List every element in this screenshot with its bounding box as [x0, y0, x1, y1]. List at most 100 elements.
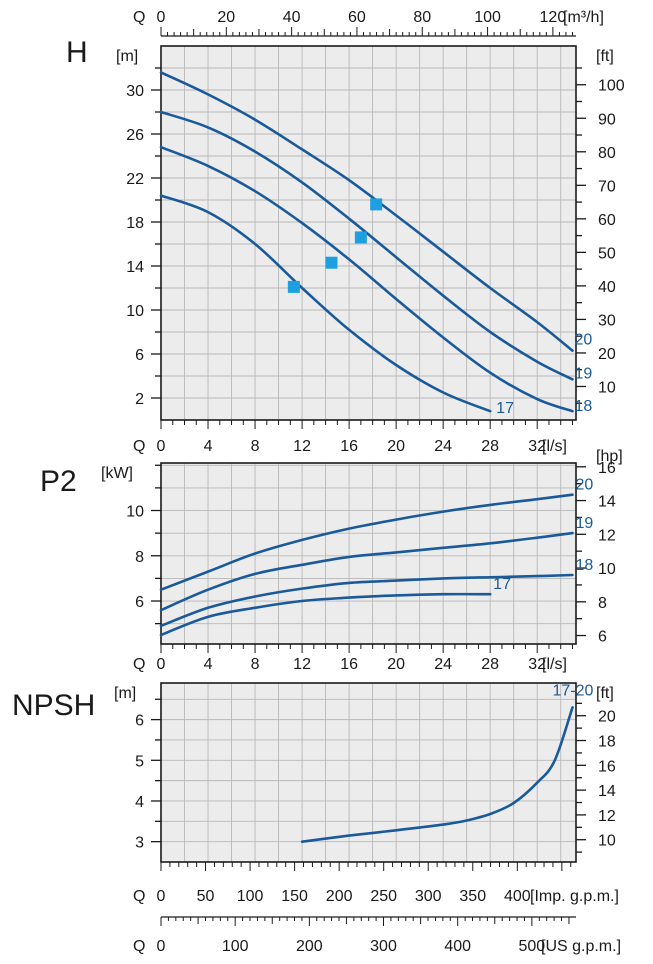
power-right-tick-label: 10 [598, 561, 616, 578]
head-left-tick-label: 6 [135, 347, 144, 364]
flow-axis-imp-tick-label: 150 [281, 888, 308, 905]
power-right-tick-label: 14 [598, 494, 616, 511]
flow-axis-ls-lower: Q 0 4 8 12 16 20 24 28 32[l/s] [133, 644, 573, 673]
head-series-label-17: 17 [496, 400, 514, 417]
flow-axis-us-tick-label: 300 [370, 938, 397, 955]
head-left-tick-label: 14 [126, 259, 144, 276]
head-bep-marker-18 [325, 256, 338, 269]
flow-axis-m3h-tick-label: 80 [413, 9, 431, 26]
npsh-panel: 3 4 5 6 10 12 14 16 18 20 17-20 NPSH [m] [ft] [12, 682, 616, 863]
flow-axis-ls-upper-unit: [l/s] [542, 438, 567, 455]
power-right-tick-label: 8 [598, 595, 607, 612]
npsh-left-tick-label: 3 [135, 835, 144, 852]
head-left-tick-label: 22 [126, 171, 144, 188]
flow-axis-ls-lower-tick-label: 0 [157, 656, 166, 673]
head-left-tick-label: 26 [126, 127, 144, 144]
npsh-left-tick-label: 5 [135, 753, 144, 770]
flow-axis-ls-upper-tick-label: 8 [251, 438, 260, 455]
power-series-label-17: 17 [493, 576, 511, 593]
flow-axis-m3h-tick-label: 40 [283, 9, 301, 26]
flow-axis-imp-tick-label: 350 [459, 888, 486, 905]
flow-axis-imp: Q 0 50 100 150 200 250 300 350 400 [Imp. g.p.m.] [133, 862, 619, 905]
flow-axis-us-q-label: Q [133, 938, 145, 955]
flow-axis-ls-lower-tick-label: 4 [204, 656, 213, 673]
head-right-tick-label: 40 [598, 279, 616, 296]
head-title: H [66, 36, 88, 69]
head-right-tick-label: 60 [598, 212, 616, 229]
head-panel: 2610141822263010203040506070809010020191… [66, 36, 625, 421]
head-curve-20 [159, 71, 574, 352]
head-bep-marker-17 [287, 280, 300, 293]
power-left-tick-label: 8 [135, 549, 144, 566]
power-series-label-19: 19 [575, 515, 593, 532]
flow-axis-ls-lower-tick-label: 8 [251, 656, 260, 673]
head-bep-marker-19 [354, 231, 367, 244]
power-series-label-20: 20 [575, 477, 593, 494]
flow-axis-m3h-tick-label: 120 [540, 9, 567, 26]
flow-axis-us-tick-label: 500 [519, 938, 546, 955]
flow-axis-m3h: Q [m³/h] 0 20 40 60 80 100 120 [133, 9, 604, 37]
head-right-unit: [ft] [596, 48, 614, 65]
power-curve-18 [159, 573, 574, 628]
npsh-right-tick-label: 20 [598, 709, 616, 726]
flow-axis-imp-tick-label: 400 [504, 888, 531, 905]
flow-axis-imp-q-label: Q [133, 888, 145, 905]
npsh-right-tick-label: 14 [598, 783, 616, 800]
flow-axis-q-label: Q [133, 9, 145, 26]
head-right-tick-label: 50 [598, 245, 616, 262]
flow-axis-ls-upper-tick-label: 20 [387, 438, 405, 455]
flow-axis-m3h-tick-label: 60 [348, 9, 366, 26]
flow-axis-us-tick-label: 200 [296, 938, 323, 955]
head-right-tick-label: 20 [598, 346, 616, 363]
npsh-frame [160, 682, 577, 863]
head-series-label-18: 18 [574, 398, 592, 415]
power-left-tick-label: 10 [126, 504, 144, 521]
flow-axis-m3h-unit: [m³/h] [563, 9, 604, 26]
flow-axis-us: Q 0 100 200 300 400 500[US g.p.m.] [133, 916, 621, 955]
head-curve-17 [159, 194, 492, 413]
flow-axis-imp-tick-label: 0 [157, 888, 166, 905]
flow-axis-ls-upper-tick-label: 28 [481, 438, 499, 455]
power-curve-17 [159, 592, 492, 637]
flow-axis-us-tick-label: 400 [444, 938, 471, 955]
npsh-left-tick-label: 4 [135, 794, 144, 811]
npsh-right-unit: [ft] [596, 685, 614, 702]
power-right-tick-label: 12 [598, 527, 616, 544]
npsh-right-tick-label: 10 [598, 833, 616, 850]
npsh-title: NPSH [12, 689, 95, 722]
head-curve-19 [159, 110, 574, 381]
flow-axis-ls-lower-tick-label: 24 [434, 656, 452, 673]
flow-axis-m3h-tick-label: 20 [217, 9, 235, 26]
flow-axis-us-tick-label: 0 [157, 938, 166, 955]
flow-axis-imp-tick-label: 200 [326, 888, 353, 905]
power-series-label-18: 18 [575, 557, 593, 574]
head-series-label-20: 20 [574, 332, 592, 349]
npsh-right-tick-label: 12 [598, 808, 616, 825]
flow-axis-imp-tick-label: 300 [415, 888, 442, 905]
flow-axis-ls-lower-q-label: Q [133, 656, 145, 673]
head-curve-18 [159, 145, 574, 413]
power-curve-19 [159, 531, 574, 612]
head-right-tick-label: 90 [598, 111, 616, 128]
power-frame [160, 462, 577, 645]
flow-axis-ls-upper-tick-label: 16 [340, 438, 358, 455]
npsh-right-tick-label: 16 [598, 758, 616, 775]
npsh-left-tick-label: 6 [135, 713, 144, 730]
head-left-tick-label: 10 [126, 303, 144, 320]
head-left-unit: [m] [116, 48, 138, 65]
power-plot-area [161, 463, 576, 644]
power-panel: 6 8 10 6 8 10 12 14 16 20 19 18 17 P2 [kW] [hp] [40, 448, 623, 646]
power-left-unit: [kW] [101, 465, 133, 482]
flow-axis-imp-unit: [Imp. g.p.m.] [530, 888, 619, 905]
head-right-tick-label: 70 [598, 178, 616, 195]
flow-axis-us-tick-label: 100 [222, 938, 249, 955]
flow-axis-m3h-tick-label: 0 [157, 9, 166, 26]
power-right-tick-label: 16 [598, 460, 616, 477]
power-left-tick-label: 6 [135, 594, 144, 611]
power-right-tick-label: 6 [598, 629, 607, 646]
flow-axis-ls-lower-unit: [l/s] [542, 656, 567, 673]
head-right-tick-label: 80 [598, 145, 616, 162]
npsh-right-tick-label: 18 [598, 734, 616, 751]
head-bep-marker-20 [370, 198, 383, 211]
